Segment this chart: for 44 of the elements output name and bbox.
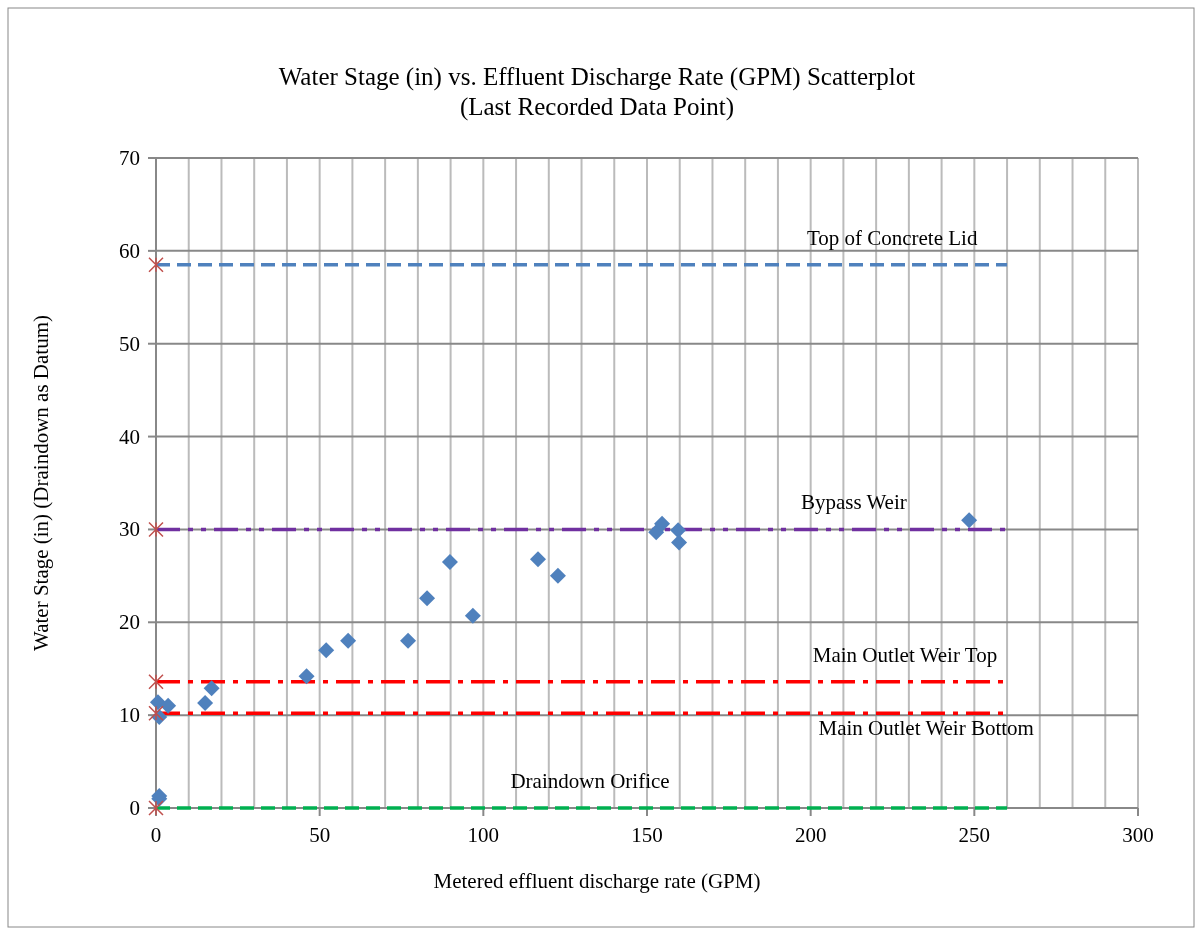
point (197, 695, 214, 712)
y-tick-label: 70 (119, 146, 140, 170)
y-tick-label: 60 (119, 238, 140, 263)
point (340, 632, 357, 649)
x-tick-label: 100 (467, 823, 500, 847)
point (441, 553, 458, 570)
y-tick-label: 30 (119, 517, 140, 542)
point (961, 512, 978, 529)
point (318, 642, 335, 659)
point (648, 524, 665, 541)
point (671, 534, 688, 551)
point (203, 680, 220, 697)
y-tick-label: 40 (119, 424, 140, 449)
y-tick-label: 0 (129, 796, 140, 820)
series-label: Main Outlet Weir Bottom (818, 716, 1034, 741)
point (400, 632, 417, 649)
point (298, 668, 315, 685)
series-label: Bypass Weir (800, 490, 907, 515)
point (148, 705, 164, 722)
series-label: Draindown Orifice (510, 769, 670, 793)
x-tick-label: 150 (631, 823, 663, 847)
point (464, 607, 481, 624)
y-axis-title: Water Stage (in) (Draindown as Datum) (29, 315, 53, 651)
series-label: Top of Concrete Lid (806, 225, 978, 250)
point (148, 257, 164, 273)
point (148, 673, 164, 690)
point (148, 521, 164, 538)
x-tick-label: 50 (309, 823, 331, 847)
y-tick-label: 20 (119, 610, 140, 635)
y-tick-label: 10 (119, 703, 140, 728)
x-tick-label: 0 (150, 823, 162, 847)
x-tick-label: 250 (958, 823, 991, 847)
x-tick-label: 200 (794, 823, 827, 847)
y-tick-label: 50 (119, 331, 140, 356)
point (654, 515, 671, 532)
x-axis-title: Metered effluent discharge rate (GPM) (433, 869, 761, 893)
series-label: Main Outlet Weir Top (812, 642, 998, 667)
chart-title: Water Stage (in) vs. Effluent Discharge Rate (GPM) Scatterplot (Last Recorded Data Point) (278, 63, 916, 121)
point (670, 522, 687, 539)
point (530, 551, 546, 568)
point (160, 697, 177, 714)
x-tick-label: 300 (1122, 823, 1154, 847)
point (549, 567, 566, 584)
point (419, 590, 436, 607)
